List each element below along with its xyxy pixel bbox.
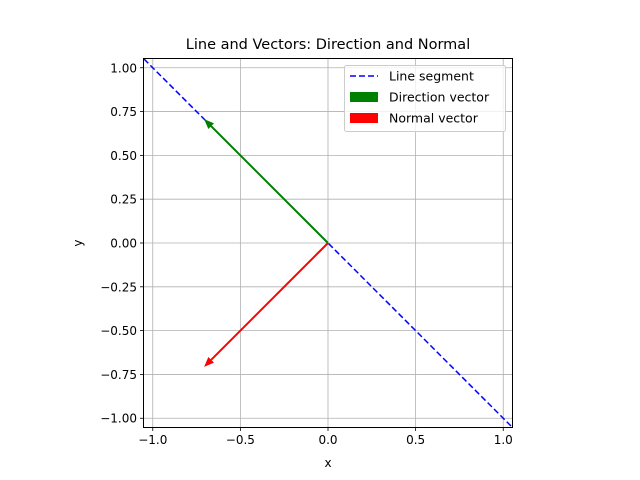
y-tick-label: −0.50: [100, 324, 137, 338]
y-tick-label: −0.75: [100, 368, 137, 382]
direction-vector-arrow: [204, 119, 329, 244]
x-tick-label: 1.0: [494, 433, 513, 447]
y-tick-label: −0.25: [100, 280, 137, 294]
legend-direction-vector-swatch: [350, 92, 378, 102]
legend-box: [344, 65, 506, 132]
legend-normal-vector-swatch: [350, 113, 378, 123]
y-tick-label: −1.00: [100, 412, 137, 426]
legend-label-direction-vector: Direction vector: [389, 90, 490, 105]
x-axis-ticks: −1.0 −0.5 0.0 0.5 1.0: [138, 427, 513, 447]
x-tick-label: −1.0: [138, 433, 167, 447]
grid: [144, 59, 512, 427]
x-tick-label: −0.5: [226, 433, 255, 447]
normal-vector-arrow: [204, 242, 329, 367]
x-tick-label: 0.5: [406, 433, 425, 447]
arrow-shaft: [210, 242, 329, 361]
legend: Line segment Direction vector Normal vec…: [344, 65, 506, 132]
arrow-head: [204, 356, 215, 367]
legend-label-normal-vector: Normal vector: [389, 111, 479, 126]
y-tick-label: 1.00: [110, 61, 137, 75]
y-axis-ticks: 1.00 0.75 0.50 0.25 0.00 −0.25 −0.50 −0.75 −1.00: [100, 61, 144, 426]
arrow-head: [204, 119, 215, 130]
y-tick-label: 0.25: [110, 193, 137, 207]
y-axis-label: y: [71, 239, 85, 246]
x-axis-label: x: [324, 456, 331, 470]
y-tick-label: 0.00: [110, 237, 137, 251]
arrow-shaft: [210, 125, 329, 244]
x-tick-label: 0.0: [318, 433, 337, 447]
legend-label-line-segment: Line segment: [389, 69, 474, 84]
y-tick-label: 0.50: [110, 149, 137, 163]
chart-title: Line and Vectors: Direction and Normal: [186, 37, 470, 53]
y-tick-label: 0.75: [110, 105, 137, 119]
